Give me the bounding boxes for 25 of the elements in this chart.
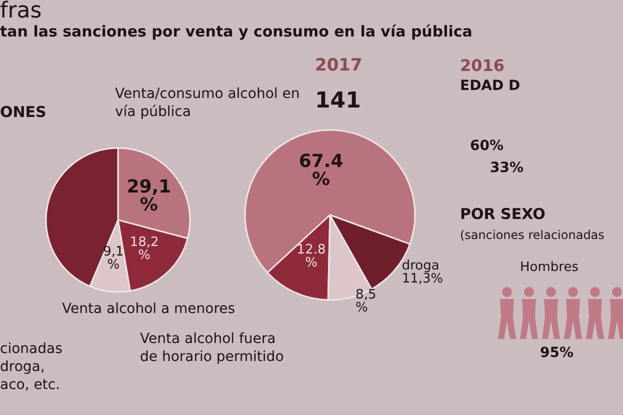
data-label: 9,1 % <box>103 244 124 273</box>
slice-label: Venta alcohol fuera de horario permitido <box>140 331 284 365</box>
chart-title: tan las sanciones por venta y consumo en la vía pública <box>0 22 472 40</box>
text: EDAD D <box>460 78 520 94</box>
text: (sanciones relacionadas <box>460 228 604 242</box>
data-label: 11,3% <box>402 272 444 287</box>
text: 33% <box>490 160 524 176</box>
text: Hombres <box>520 260 578 275</box>
slice-label: Venta/consumo alcohol en vía pública <box>115 86 300 120</box>
data-label: 18,2 % <box>130 234 159 263</box>
data-label: 29,1 % <box>126 176 172 216</box>
text: fras <box>0 0 42 24</box>
text: ONES <box>0 103 46 121</box>
text: POR SEXO <box>460 205 546 223</box>
chart-subtitle: 141 <box>315 88 361 114</box>
chart-title: 2017 <box>315 56 362 76</box>
data-label: 8,5 % <box>356 287 376 316</box>
text: cionadas droga, aco, etc. <box>0 341 62 393</box>
data-label: 67.4 % <box>298 150 344 190</box>
text: 60% <box>470 138 504 154</box>
text: 95% <box>540 345 574 361</box>
data-label: 12.8 % <box>296 242 326 270</box>
slice-label: droga <box>402 258 440 274</box>
text: 2016 <box>460 56 505 75</box>
slice-label: Venta alcohol a menores <box>62 301 236 317</box>
